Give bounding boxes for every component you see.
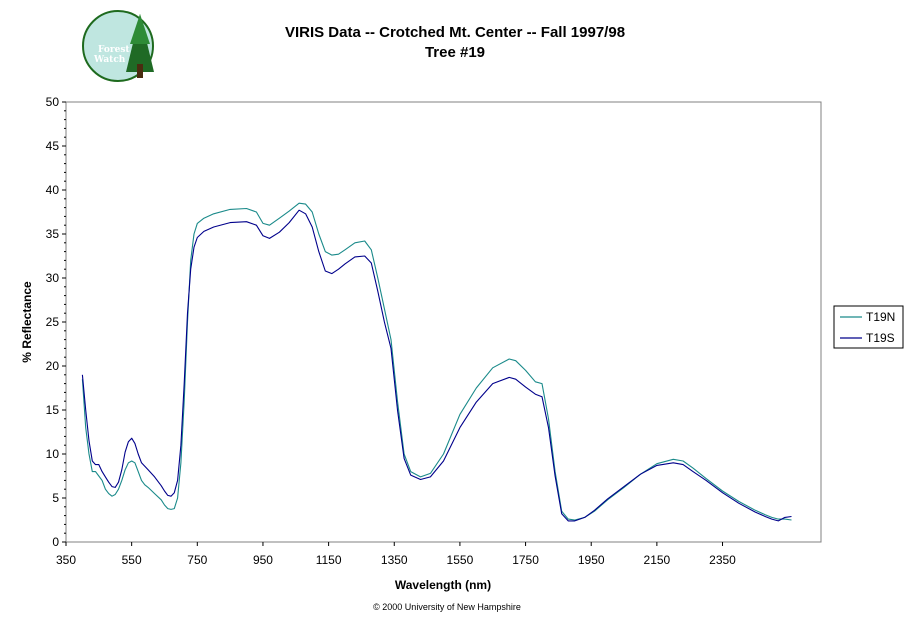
forest-watch-logo: Forest Watch [82,10,154,82]
x-axis-label: Wavelength (nm) [395,578,491,592]
chart-title: VIRIS Data -- Crotched Mt. Center -- Fal… [285,24,625,41]
y-tick-label: 40 [46,183,60,197]
y-axis-label: % Reflectance [20,281,34,363]
x-tick-label: 1150 [316,553,342,567]
x-tick-label: 2150 [644,553,671,567]
logo-text-line1: Forest [98,45,130,55]
x-tick-label: 350 [56,553,76,567]
y-tick-label: 25 [46,315,60,329]
series-line-t19n [81,202,792,521]
y-axis: 0 5 10 15 20 25 30 35 40 45 50 [46,95,66,549]
x-tick-label: 1350 [381,553,408,567]
chart-subtitle: Tree #19 [425,44,485,61]
copyright-footer: © 2000 University of New Hampshire [373,602,521,612]
legend-box [833,305,904,349]
x-tick-label: 550 [122,553,142,567]
legend: T19N T19S [833,305,904,349]
x-axis: 350 550 750 950 1150 1350 1550 1750 1950 2150 2350 [56,542,736,567]
y-tick-label: 0 [52,535,59,549]
y-tick-label: 10 [46,447,60,461]
x-tick-label: 2350 [709,553,736,567]
series-layer [81,202,792,522]
legend-label-t19s: T19S [866,331,895,345]
x-tick-label: 1750 [512,553,539,567]
series-line-t19s [81,209,792,522]
y-tick-label: 5 [52,491,59,505]
plot-area [65,101,822,543]
x-tick-label: 1950 [578,553,605,567]
y-tick-label: 50 [46,95,60,109]
y-tick-label: 45 [46,139,60,153]
x-tick-label: 1550 [447,553,474,567]
y-tick-label: 15 [46,403,60,417]
y-tick-label: 30 [46,271,60,285]
x-tick-label: 950 [253,553,273,567]
logo-text-line2: Watch [93,55,126,65]
y-tick-label: 20 [46,359,60,373]
x-tick-label: 750 [187,553,207,567]
y-tick-label: 35 [46,227,60,241]
legend-label-t19n: T19N [866,310,895,324]
